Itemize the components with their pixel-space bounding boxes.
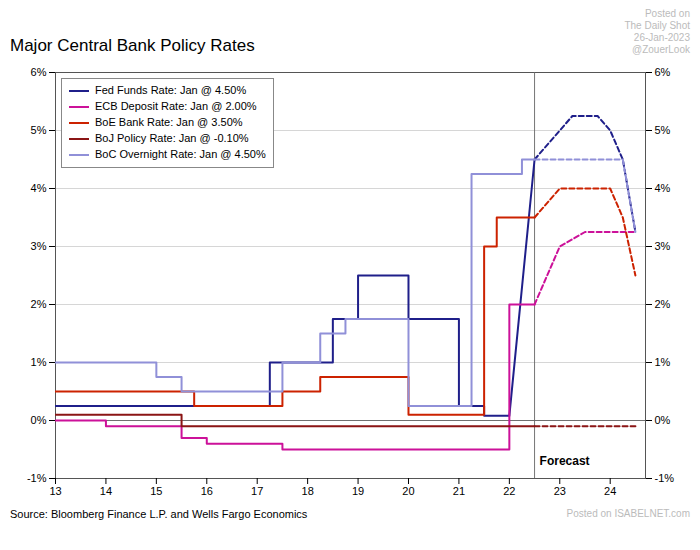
svg-text:17: 17 bbox=[251, 485, 263, 497]
svg-text:2%: 2% bbox=[655, 298, 671, 310]
svg-text:0%: 0% bbox=[31, 414, 47, 426]
svg-text:3%: 3% bbox=[655, 240, 671, 252]
svg-text:Forecast: Forecast bbox=[540, 454, 590, 468]
svg-text:15: 15 bbox=[150, 485, 162, 497]
svg-text:13: 13 bbox=[49, 485, 61, 497]
svg-text:24: 24 bbox=[604, 485, 616, 497]
svg-text:20: 20 bbox=[402, 485, 414, 497]
svg-text:-1%: -1% bbox=[27, 472, 47, 484]
svg-text:3%: 3% bbox=[31, 240, 47, 252]
html-text:Source: Bloomberg Finance L.P.: Source: Bloomberg Finance L.P. and Wells… bbox=[10, 508, 308, 520]
svg-text:5%: 5% bbox=[31, 124, 47, 136]
svg-text:19: 19 bbox=[352, 485, 364, 497]
html-text:26-Jan-2023: 26-Jan-2023 bbox=[633, 32, 690, 43]
html-text:Major Central Bank Policy Rate: Major Central Bank Policy Rates bbox=[10, 36, 255, 55]
html-text:BoC Overnight Rate: Jan @ 4.50: BoC Overnight Rate: Jan @ 4.50% bbox=[95, 147, 266, 160]
svg-text:4%: 4% bbox=[655, 182, 671, 194]
html-text:BoE Bank Rate: Jan @ 3.50%: BoE Bank Rate: Jan @ 3.50% bbox=[95, 115, 243, 128]
svg-text:6%: 6% bbox=[655, 66, 671, 78]
html-text:Posted on ISABELNET.com: Posted on ISABELNET.com bbox=[566, 508, 690, 519]
svg-text:1%: 1% bbox=[31, 356, 47, 368]
svg-text:16: 16 bbox=[201, 485, 213, 497]
svg-text:14: 14 bbox=[100, 485, 112, 497]
svg-text:6%: 6% bbox=[31, 66, 47, 78]
html-text:@ZouerLook: @ZouerLook bbox=[632, 44, 690, 55]
svg-text:23: 23 bbox=[554, 485, 566, 497]
html-text:The Daily Shot: The Daily Shot bbox=[624, 20, 690, 31]
html-text:ECB Deposit Rate: Jan @ 2.00%: ECB Deposit Rate: Jan @ 2.00% bbox=[95, 99, 257, 112]
svg-text:0%: 0% bbox=[655, 414, 671, 426]
svg-text:2%: 2% bbox=[31, 298, 47, 310]
svg-text:21: 21 bbox=[453, 485, 465, 497]
svg-text:18: 18 bbox=[302, 485, 314, 497]
html-text:Fed Funds Rate: Jan @ 4.50%: Fed Funds Rate: Jan @ 4.50% bbox=[95, 84, 247, 96]
html-text:Posted on: Posted on bbox=[645, 8, 690, 19]
svg-text:22: 22 bbox=[503, 485, 515, 497]
svg-text:4%: 4% bbox=[31, 182, 47, 194]
svg-text:-1%: -1% bbox=[655, 472, 675, 484]
html-text:BoJ Policy Rate: Jan @ -0.10%: BoJ Policy Rate: Jan @ -0.10% bbox=[95, 131, 249, 144]
svg-text:5%: 5% bbox=[655, 124, 671, 136]
svg-text:1%: 1% bbox=[655, 356, 671, 368]
